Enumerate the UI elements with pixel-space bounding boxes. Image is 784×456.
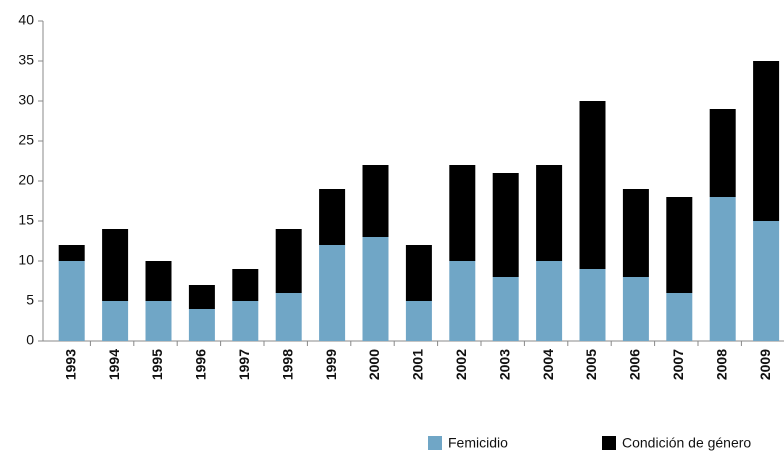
y-tick-label: 15 <box>18 212 34 228</box>
bar-segment <box>492 277 519 341</box>
y-tick-label: 10 <box>18 252 34 268</box>
x-tick-label: 2005 <box>583 349 599 380</box>
bar-segment <box>319 245 346 341</box>
y-tick-label: 0 <box>26 332 34 348</box>
bar-segment <box>145 261 172 301</box>
x-tick-label: 2006 <box>627 349 643 380</box>
x-tick-label: 2001 <box>410 349 426 380</box>
y-tick-label: 5 <box>26 292 34 308</box>
x-tick-label: 1994 <box>106 349 122 380</box>
x-tick-label: 2004 <box>540 349 556 380</box>
bar-segment <box>579 101 606 269</box>
bar-segment <box>709 109 736 197</box>
x-tick-label: 1999 <box>323 349 339 380</box>
bar-segment <box>275 229 302 293</box>
bar-segment <box>362 165 389 237</box>
y-tick-label: 20 <box>18 172 34 188</box>
x-tick-label: 1995 <box>149 349 165 380</box>
bar-segment <box>622 277 649 341</box>
legend-label: Femicidio <box>448 435 508 451</box>
bar-segment <box>405 245 432 301</box>
bar-segment <box>405 301 432 341</box>
bar-segment <box>579 269 606 341</box>
bar-segment <box>492 173 519 277</box>
bar-segment <box>666 293 693 341</box>
bar-segment <box>362 237 389 341</box>
legend-swatch <box>602 436 616 450</box>
bar-segment <box>449 261 476 341</box>
bar-segment <box>536 261 563 341</box>
bar-segment <box>275 293 302 341</box>
y-tick-label: 30 <box>18 92 34 108</box>
y-tick-label: 35 <box>18 52 34 68</box>
x-tick-label: 2008 <box>713 349 729 380</box>
x-tick-label: 1997 <box>236 349 252 380</box>
bar-segment <box>232 269 259 301</box>
bar-segment <box>753 61 780 221</box>
x-tick-label: 2007 <box>670 349 686 380</box>
bar-segment <box>188 285 215 309</box>
x-tick-label: 1996 <box>193 349 209 380</box>
x-tick-label: 2002 <box>453 349 469 380</box>
bar-segment <box>58 245 85 261</box>
legend-swatch <box>428 436 442 450</box>
bar-segment <box>753 221 780 341</box>
bar-segment <box>536 165 563 261</box>
y-tick-label: 25 <box>18 132 34 148</box>
bar-segment <box>449 165 476 261</box>
bar-segment <box>145 301 172 341</box>
legend-label: Condición de género <box>622 435 751 451</box>
x-tick-label: 2003 <box>496 349 512 380</box>
x-tick-label: 2000 <box>366 349 382 380</box>
bar-segment <box>188 309 215 341</box>
y-tick-label: 40 <box>18 12 34 28</box>
x-tick-label: 2009 <box>757 349 773 380</box>
bar-segment <box>319 189 346 245</box>
bar-segment <box>232 301 259 341</box>
bar-segment <box>102 229 129 301</box>
bar-segment <box>666 197 693 293</box>
bar-segment <box>622 189 649 277</box>
bar-segment <box>709 197 736 341</box>
bar-segment <box>58 261 85 341</box>
x-tick-label: 1998 <box>279 349 295 380</box>
bar-segment <box>102 301 129 341</box>
x-tick-label: 1993 <box>62 349 78 380</box>
